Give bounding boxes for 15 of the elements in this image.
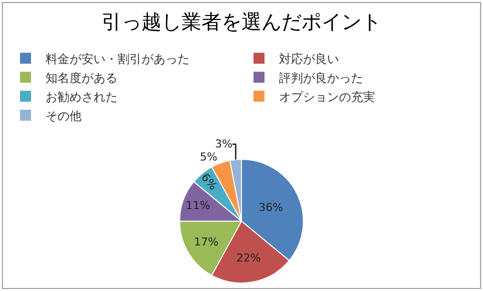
- data-label: 6%: [198, 170, 220, 193]
- data-label: 3%: [214, 138, 232, 151]
- legend-label: 対応が良い: [279, 52, 339, 66]
- legend-label: 料金が安い・割引があった: [46, 52, 190, 66]
- legend-label: その他: [46, 108, 82, 123]
- legend-label: 評判が良かった: [279, 70, 363, 85]
- data-label: 36%: [258, 200, 284, 214]
- legend-label: 知名度がある: [46, 70, 118, 85]
- chart-title: 引っ越し業者を選んだポイント: [102, 10, 382, 34]
- data-label: 22%: [236, 252, 261, 265]
- data-label: 5%: [200, 150, 218, 164]
- legend-label: オプションの充実: [279, 90, 375, 104]
- legend-label: お勧めされた: [46, 90, 118, 104]
- data-label: 11%: [186, 198, 210, 212]
- data-label: 17%: [194, 235, 218, 248]
